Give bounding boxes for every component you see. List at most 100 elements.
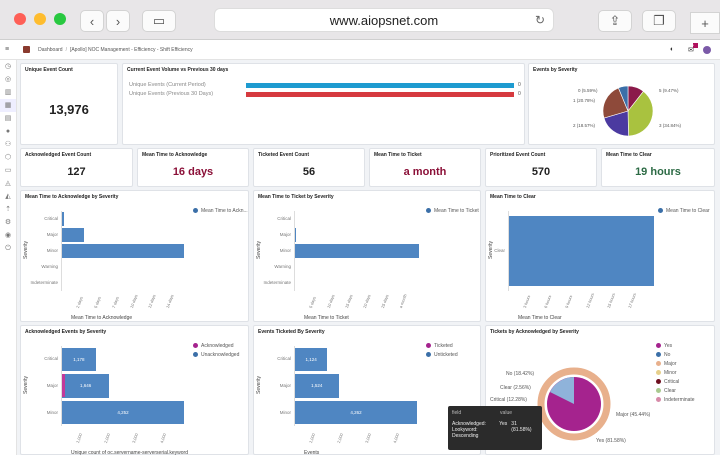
- back-button[interactable]: ‹: [80, 10, 104, 32]
- discover-icon[interactable]: ◎: [4, 76, 12, 83]
- help-icon[interactable]: ◐: [670, 46, 675, 53]
- canvas-icon[interactable]: ▤: [4, 115, 12, 122]
- mttt-by-severity-panel: Mean Time to Ticket by Severity Severity M…: [253, 190, 481, 322]
- legend-item[interactable]: Critical: [656, 378, 695, 387]
- dev-tools-icon[interactable]: ⚙: [4, 219, 12, 226]
- legend-item[interactable]: No: [656, 351, 695, 360]
- x-tick-label: a month: [398, 293, 408, 309]
- bar[interactable]: 1,124: [295, 347, 328, 372]
- legend-dot-icon: [656, 379, 661, 385]
- panel-title: Acknowledged Events by Severity: [25, 329, 107, 335]
- panel-title: Prioritized Event Count: [490, 152, 546, 158]
- legend-item[interactable]: Minor: [656, 369, 695, 378]
- infra-icon[interactable]: ⬡: [4, 154, 12, 161]
- legend-label: Mean Time to Ticket: [434, 208, 479, 214]
- legend-item[interactable]: Mean Time to Clear: [658, 207, 710, 216]
- metric-value: 570: [531, 166, 551, 178]
- siem-icon[interactable]: ⇡: [5, 206, 11, 213]
- close-window-button[interactable]: [14, 13, 26, 25]
- x-tick-label: 15 hours: [606, 292, 617, 309]
- logs-icon[interactable]: ▭: [4, 167, 12, 174]
- bar[interactable]: 4,252: [62, 400, 184, 425]
- pie-label: 0 (5.59%): [578, 88, 598, 93]
- legend-item[interactable]: Clear: [656, 387, 695, 396]
- ml-icon[interactable]: ⚇: [4, 141, 12, 148]
- pie-label: 1 (20.78%): [573, 98, 596, 103]
- prioritized-count-panel: Prioritized Event Count 570: [485, 148, 597, 187]
- legend-item[interactable]: Major: [656, 360, 695, 369]
- volume-bar-previous[interactable]: [246, 92, 514, 97]
- avatar[interactable]: [703, 45, 711, 54]
- metric-value: 127: [67, 166, 86, 178]
- legend-label: Acknowledged: [201, 343, 234, 349]
- dashboard-icon[interactable]: ▦: [0, 99, 16, 112]
- x-axis-label: Mean Time to Clear: [518, 315, 562, 321]
- maximize-window-button[interactable]: [54, 13, 66, 25]
- new-tab-button[interactable]: +: [690, 12, 720, 34]
- x-axis-line: [61, 211, 62, 291]
- maps-icon[interactable]: ●: [5, 128, 11, 135]
- recent-icon[interactable]: ◷: [4, 63, 12, 70]
- pie-slice-1[interactable]: [602, 87, 629, 119]
- category-label: Major: [46, 383, 58, 388]
- legend-item[interactable]: Ticketed: [426, 342, 458, 351]
- forward-button[interactable]: ›: [106, 10, 130, 32]
- legend-dot-icon: [193, 352, 198, 358]
- monitoring-icon[interactable]: ◉: [4, 232, 12, 239]
- bar[interactable]: [295, 243, 419, 259]
- x-tick-label: 2 days: [75, 295, 84, 309]
- bar[interactable]: 4,262: [295, 400, 417, 425]
- bar[interactable]: 1,646: [62, 374, 110, 398]
- legend-item[interactable]: Indeterminate: [656, 396, 695, 405]
- menu-icon[interactable]: ≡: [5, 46, 10, 53]
- legend-label: Yes: [664, 343, 673, 349]
- x-axis-line: [294, 346, 295, 426]
- legend-item[interactable]: Unticketed: [426, 351, 458, 360]
- volume-bar-current[interactable]: [246, 83, 514, 88]
- app-logo-icon[interactable]: [23, 46, 31, 53]
- acknowledged-segment: [62, 374, 65, 397]
- management-icon[interactable]: ⏻: [5, 245, 11, 252]
- bar[interactable]: 1,524: [295, 374, 339, 398]
- category-label: Indeterminate: [30, 280, 58, 285]
- x-tick-label: 1,000: [308, 432, 317, 444]
- uptime-icon[interactable]: ◭: [5, 193, 11, 200]
- volume-label-previous: Unique Events (Previous 30 Days): [129, 91, 214, 97]
- slice-no[interactable]: [550, 377, 574, 404]
- donut-label: No (18.42%): [506, 371, 535, 377]
- url-bar[interactable]: www.aiopsnet.com ↻: [214, 8, 554, 32]
- category-label: Major: [279, 383, 291, 388]
- legend-label: Major: [664, 361, 677, 367]
- breadcrumb-dashboard[interactable]: Dashboard: [38, 46, 63, 53]
- severity-pie-chart: [602, 85, 654, 137]
- panel-title: Mean Time to Clear: [606, 152, 652, 158]
- bar[interactable]: [509, 215, 654, 287]
- legend-item[interactable]: Acknowledged: [193, 342, 239, 351]
- legend-dot-icon: [656, 397, 661, 403]
- mail-icon[interactable]: ✉: [688, 46, 694, 54]
- bar[interactable]: [62, 211, 65, 227]
- bar[interactable]: 1,178: [62, 347, 96, 372]
- legend: Ticketed Unticketed: [426, 342, 458, 360]
- x-tick-label: 12 days: [147, 293, 157, 309]
- apm-icon[interactable]: ◬: [5, 180, 11, 187]
- share-icon[interactable]: ⇪: [598, 10, 632, 32]
- event-volume-panel: Current Event Volume vs Previous 30 days…: [122, 63, 525, 145]
- pie-slice-3[interactable]: [627, 90, 654, 137]
- pie-slice-0[interactable]: [618, 85, 629, 112]
- tabs-icon[interactable]: ❐: [642, 10, 676, 32]
- metric-value: 19 hours: [635, 166, 681, 178]
- bar[interactable]: [62, 227, 85, 243]
- sidebar-toggle-icon[interactable]: ▭: [142, 10, 176, 32]
- minimize-window-button[interactable]: [34, 13, 46, 25]
- outer-ring-major[interactable]: [537, 367, 611, 441]
- visualize-icon[interactable]: ▥: [4, 89, 12, 96]
- legend-item[interactable]: Unacknowledged: [193, 351, 239, 360]
- legend-item[interactable]: Mean Time to Ackn...: [193, 207, 248, 216]
- bar[interactable]: [62, 243, 184, 259]
- reload-icon[interactable]: ↻: [534, 13, 545, 27]
- legend-item[interactable]: Yes: [656, 342, 695, 351]
- legend-item[interactable]: Mean Time to Ticket: [426, 207, 479, 216]
- donut-label: Critical (12.28%): [490, 397, 527, 403]
- bar[interactable]: [295, 227, 296, 243]
